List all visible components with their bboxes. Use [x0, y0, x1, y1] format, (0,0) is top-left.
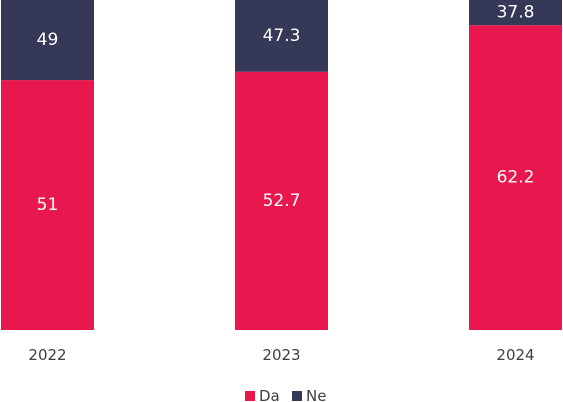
legend: Da Ne: [245, 387, 326, 402]
legend-label-ne: Ne: [306, 387, 326, 402]
x-tick-label-2022: 2022: [28, 346, 66, 364]
legend-swatch-da: [245, 391, 255, 401]
data-label-da-2023: 52.7: [263, 191, 301, 211]
bar-da-2024: [469, 25, 562, 330]
bar-ne-2023: [235, 0, 328, 72]
bars-group: 51 49 52.7 47.3 62.2 37.8: [1, 0, 562, 331]
data-label-ne-2024: 37.8: [497, 3, 535, 23]
bar-ne-2022: [1, 0, 94, 81]
x-tick-label-2023: 2023: [262, 346, 300, 364]
bar-da-2022: [1, 80, 94, 330]
data-label-da-2024: 62.2: [497, 168, 535, 188]
x-axis-ticks: 2022 2023 2024: [28, 346, 534, 364]
data-label-da-2022: 51: [37, 195, 59, 215]
data-label-ne-2022: 49: [37, 30, 59, 50]
x-tick-label-2024: 2024: [496, 346, 534, 364]
bar-ne-2024: [469, 0, 562, 26]
legend-label-da: Da: [259, 387, 280, 402]
data-label-ne-2023: 47.3: [263, 26, 301, 46]
bar-da-2023: [235, 71, 328, 331]
legend-swatch-ne: [292, 391, 302, 401]
